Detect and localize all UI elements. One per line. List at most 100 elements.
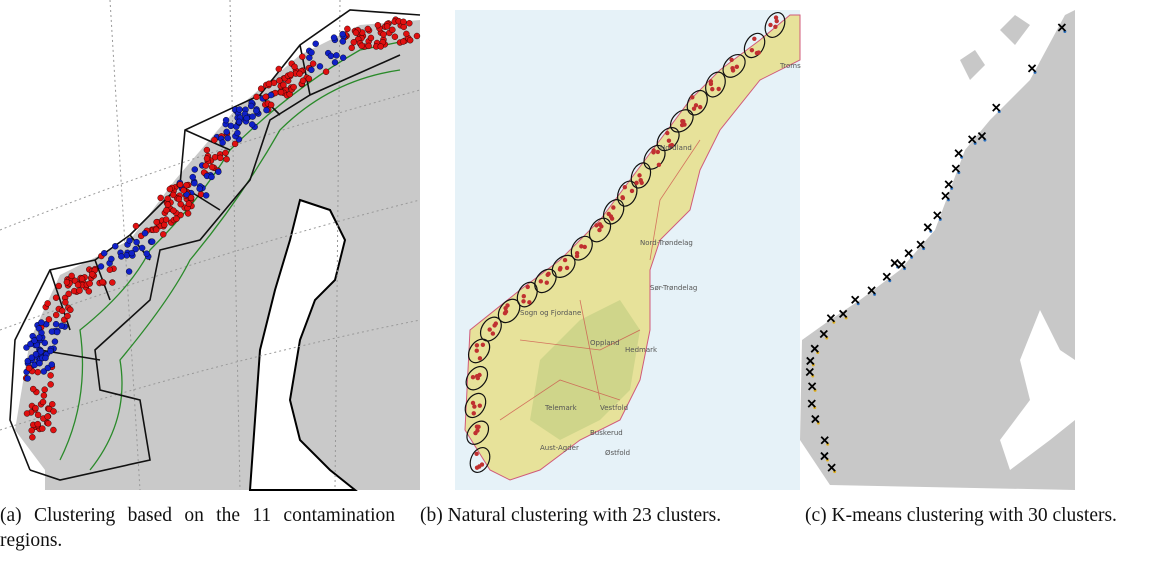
- cluster-point: [331, 35, 337, 41]
- cluster-point: [204, 156, 210, 162]
- cluster-point: [29, 428, 35, 434]
- map-label: Vestfold: [600, 404, 628, 412]
- caption-c: (c) K-means clustering with 30 clusters.: [805, 503, 1158, 528]
- cluster-point: [160, 231, 166, 237]
- cluster-point: [299, 54, 305, 60]
- cluster-point: [306, 76, 312, 82]
- map-label: Sør-Trøndelag: [650, 284, 697, 292]
- cluster-point: [558, 267, 562, 271]
- cluster-point: [67, 307, 73, 313]
- cluster-point: [266, 81, 272, 87]
- cluster-point: [134, 239, 140, 245]
- cluster-point: [353, 30, 359, 36]
- cluster-point: [236, 119, 242, 125]
- cluster-point: [639, 181, 643, 185]
- cluster-point: [59, 323, 65, 329]
- cluster-point: [310, 61, 316, 67]
- cluster-point: [186, 201, 192, 207]
- cluster-point: [35, 421, 41, 427]
- cluster-point: [365, 26, 371, 32]
- cluster-point: [729, 58, 733, 62]
- cluster-point: [75, 282, 81, 288]
- cluster-point: [475, 465, 479, 469]
- cluster-point: [756, 50, 760, 54]
- cluster-point: [185, 210, 191, 216]
- cluster-point: [378, 43, 384, 49]
- cluster-point: [165, 196, 171, 202]
- cluster-point: [244, 115, 250, 121]
- cluster-point: [36, 335, 42, 341]
- cluster-point: [248, 103, 254, 109]
- cluster-point: [253, 108, 259, 114]
- cluster-point: [48, 372, 54, 378]
- cluster-point: [149, 239, 155, 245]
- cluster-point: [351, 39, 357, 45]
- cluster-point: [126, 269, 132, 275]
- centroid: [891, 260, 898, 267]
- cluster-point: [41, 392, 47, 398]
- caption-a: (a) Clustering based on the 11 contamina…: [0, 503, 395, 553]
- cluster-point: [77, 288, 83, 294]
- figure: TromsNordlandNord-TrøndelagSør-Trøndelag…: [0, 0, 1158, 567]
- map-label: Troms: [779, 62, 801, 70]
- cluster-point: [406, 20, 412, 26]
- cluster-point: [39, 426, 45, 432]
- cluster-point: [173, 216, 179, 222]
- map-label: Oppland: [590, 339, 620, 347]
- cluster-point: [773, 25, 777, 29]
- centroid: [883, 273, 890, 280]
- cluster-point: [153, 227, 159, 233]
- cluster-point: [597, 228, 601, 232]
- cluster-point: [323, 69, 329, 75]
- cluster-point: [491, 331, 495, 335]
- cluster-point: [50, 427, 56, 433]
- cluster-point: [716, 87, 720, 91]
- cluster-point: [99, 279, 105, 285]
- cluster-point: [475, 349, 479, 353]
- cluster-point: [392, 34, 398, 40]
- cluster-point: [101, 250, 107, 256]
- caption-label: (b): [420, 505, 443, 526]
- caption-label: (a): [0, 505, 22, 526]
- cluster-point: [481, 343, 485, 347]
- map-label: Sogn og Fjordane: [520, 309, 581, 317]
- cluster-point: [472, 411, 476, 415]
- cluster-point: [204, 147, 210, 153]
- cluster-point: [66, 291, 72, 297]
- cluster-point: [400, 19, 406, 25]
- cluster-point: [197, 186, 203, 192]
- cluster-point: [48, 381, 54, 387]
- cluster-point: [297, 71, 303, 77]
- centroid: [924, 224, 931, 231]
- cluster-point: [359, 43, 365, 49]
- cluster-point: [129, 250, 135, 256]
- cluster-point: [288, 72, 294, 78]
- cluster-point: [344, 26, 350, 32]
- cluster-point: [313, 41, 319, 47]
- cluster-point: [475, 374, 479, 378]
- cluster-point: [690, 95, 694, 99]
- cluster-point: [621, 196, 625, 200]
- caption-label: (c): [805, 505, 827, 526]
- map-label: Telemark: [544, 404, 578, 412]
- centroid: [945, 181, 952, 188]
- cluster-point: [139, 245, 145, 251]
- cluster-point: [30, 386, 36, 392]
- cluster-point: [563, 258, 567, 262]
- cluster-point: [768, 23, 772, 27]
- cluster-point: [623, 185, 627, 189]
- cluster-point: [228, 123, 234, 129]
- cluster-point: [234, 130, 240, 136]
- cluster-point: [539, 279, 543, 283]
- cluster-point: [191, 180, 197, 186]
- cluster-point: [52, 339, 58, 345]
- cluster-point: [212, 154, 218, 160]
- cluster-point: [35, 369, 41, 375]
- cluster-point: [38, 320, 44, 326]
- cluster-point: [209, 164, 215, 170]
- cluster-point: [611, 205, 615, 209]
- cluster-point: [127, 238, 133, 244]
- centroid: [905, 250, 912, 257]
- cluster-point: [112, 243, 118, 249]
- cluster-point: [224, 129, 230, 135]
